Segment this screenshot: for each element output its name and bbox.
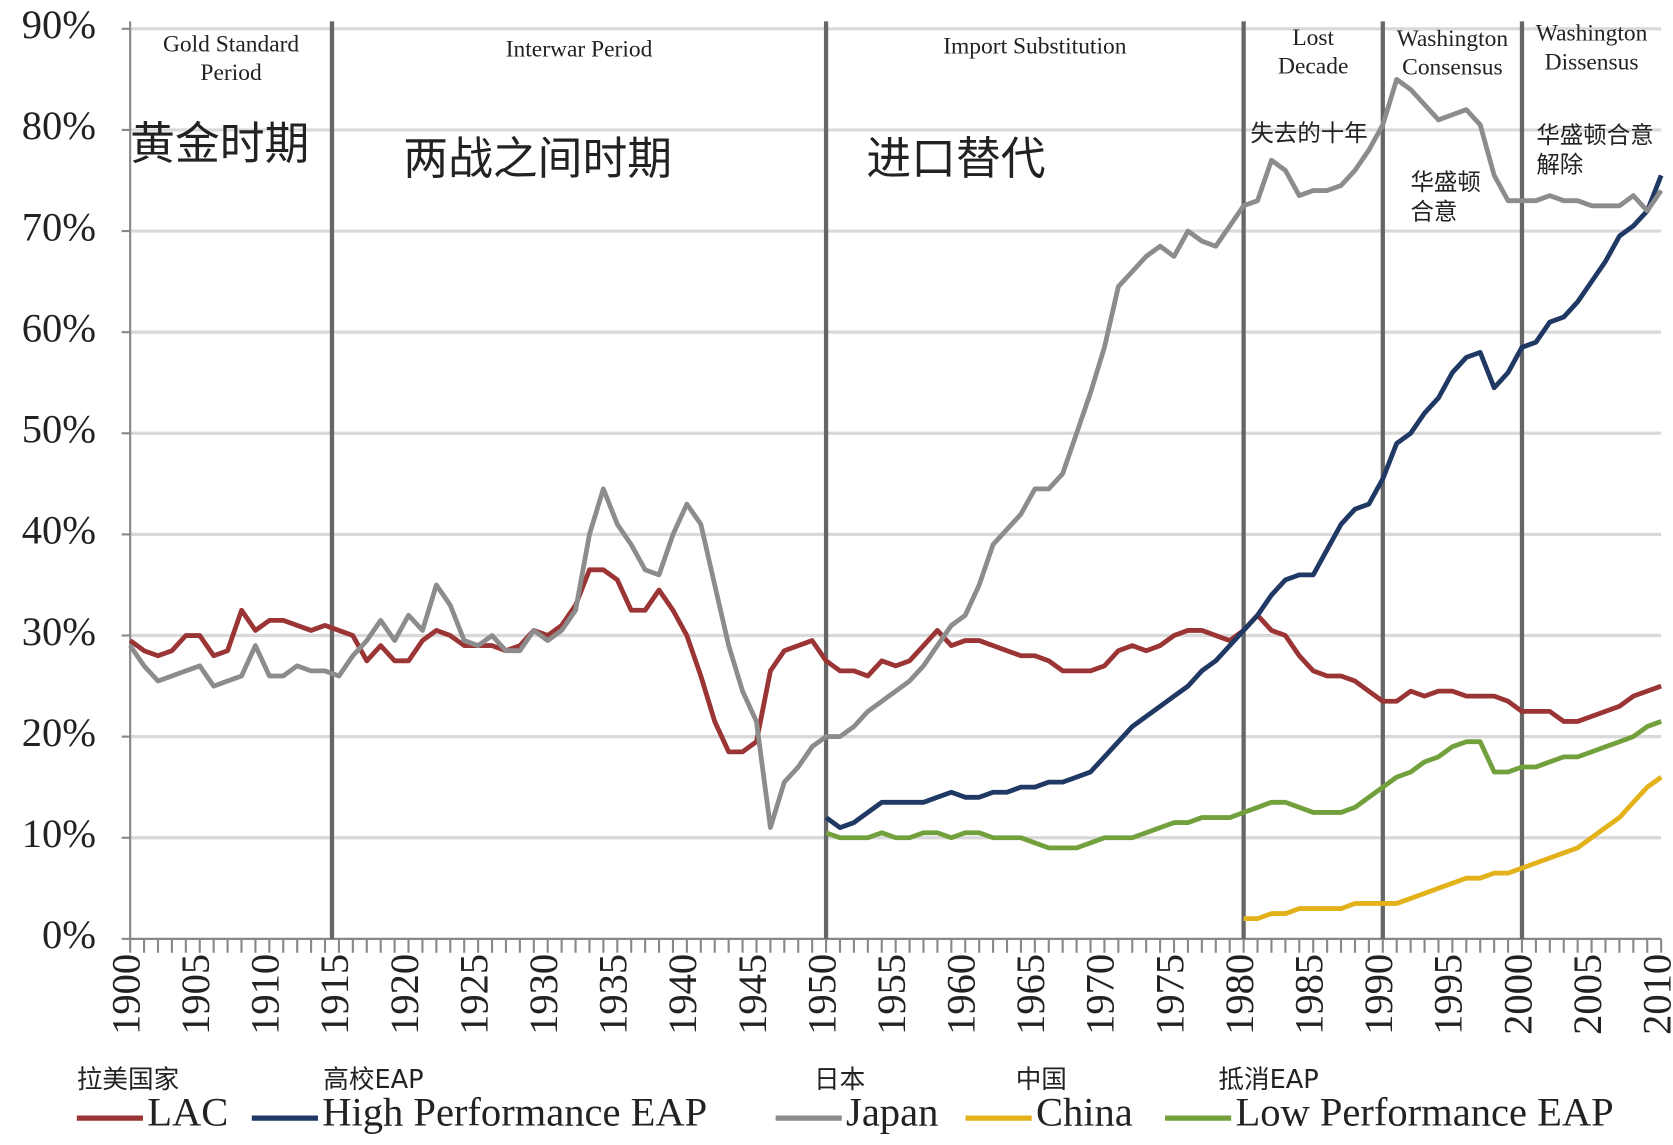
y-tick-label: 60% (22, 305, 96, 350)
period-label-zh: 进口替代 (866, 132, 1045, 185)
legend-label: LAC (147, 1089, 228, 1134)
legend-label: Japan (846, 1089, 938, 1134)
legend-label: China (1036, 1089, 1133, 1134)
x-tick-label: 1980 (1217, 954, 1262, 1035)
period-label-zh: 黄金时期 (130, 117, 309, 170)
x-tick-label: 1945 (730, 954, 775, 1035)
y-tick-label: 10% (22, 811, 96, 856)
x-tick-label: 1955 (869, 954, 914, 1035)
x-tick-label: 1900 (103, 954, 148, 1035)
y-tick-label: 70% (22, 204, 96, 249)
x-tick-label: 1940 (660, 954, 705, 1035)
series-line (1243, 775, 1663, 922)
y-tick-label: 30% (22, 609, 96, 654)
x-tick-label: 1905 (173, 954, 218, 1035)
period-label-zh: 解除 (1536, 150, 1583, 178)
x-tick-label: 1910 (243, 954, 288, 1035)
x-tick-label: 1915 (312, 954, 357, 1035)
y-tick-label: 0% (42, 912, 96, 957)
series-line (128, 567, 1662, 755)
period-label-zh: 两战之间时期 (403, 132, 672, 185)
plot-root: 0% 10% 20% 30% 40% 50% 60% 70% 80% 90% 1900 1905 191… (22, 2, 1673, 1134)
x-tick-label: 1975 (1147, 954, 1192, 1035)
x-tick-label: 1935 (591, 954, 636, 1035)
period-label-zh: 华盛顿合意 (1536, 121, 1653, 149)
y-tick-label: 20% (22, 710, 96, 755)
period-label: Decade (1278, 54, 1348, 80)
legend-label-zh: 抵消EAP (1218, 1065, 1318, 1095)
x-tick-label: 1920 (382, 954, 427, 1035)
x-tick-label: 1960 (939, 954, 984, 1035)
period-label: Washington (1397, 26, 1509, 52)
x-tick-label: 1970 (1078, 954, 1123, 1035)
x-tick-label: 1950 (799, 954, 844, 1035)
y-tick-label: 90% (22, 2, 96, 47)
period-label: Dissensus (1545, 49, 1639, 75)
x-tick-label: 1925 (451, 954, 496, 1035)
period-label-zh: 合意 (1410, 197, 1457, 225)
y-tick-label: 80% (22, 103, 96, 148)
period-label: Gold Standard (163, 31, 299, 57)
legend-label: High Performance EAP (322, 1089, 707, 1134)
legend-label-zh: 日本 (814, 1065, 865, 1095)
x-tick-label: 2005 (1565, 954, 1610, 1035)
period-label: Interwar Period (506, 37, 653, 63)
x-tick-label: 1965 (1008, 954, 1053, 1035)
period-label-zh: 失去的十年 (1250, 119, 1367, 147)
x-tick-label: 1930 (521, 954, 566, 1035)
y-tick-label: 50% (22, 407, 96, 452)
legend-label-zh: 中国 (1016, 1065, 1067, 1095)
period-label: Lost (1292, 25, 1334, 51)
x-tick-label: 1990 (1356, 954, 1401, 1035)
legend-label: Low Performance EAP (1235, 1089, 1613, 1134)
series-line (825, 719, 1662, 851)
x-tick-label: 1995 (1426, 954, 1471, 1035)
series-line (824, 174, 1664, 830)
period-label-zh: 华盛顿 (1410, 168, 1480, 196)
x-tick-label: 2000 (1495, 954, 1540, 1035)
x-tick-label: 2010 (1634, 954, 1673, 1035)
x-tick-label: 1985 (1287, 954, 1332, 1035)
series-line (128, 76, 1664, 830)
period-label: Import Substitution (943, 33, 1126, 59)
y-tick-label: 40% (22, 508, 96, 553)
period-label: Consensus (1402, 55, 1502, 81)
legend-label-zh: 高校EAP (323, 1065, 423, 1095)
legend-label-zh: 拉美国家 (77, 1065, 179, 1095)
period-label: Period (200, 60, 262, 86)
period-label: Washington (1536, 21, 1648, 47)
